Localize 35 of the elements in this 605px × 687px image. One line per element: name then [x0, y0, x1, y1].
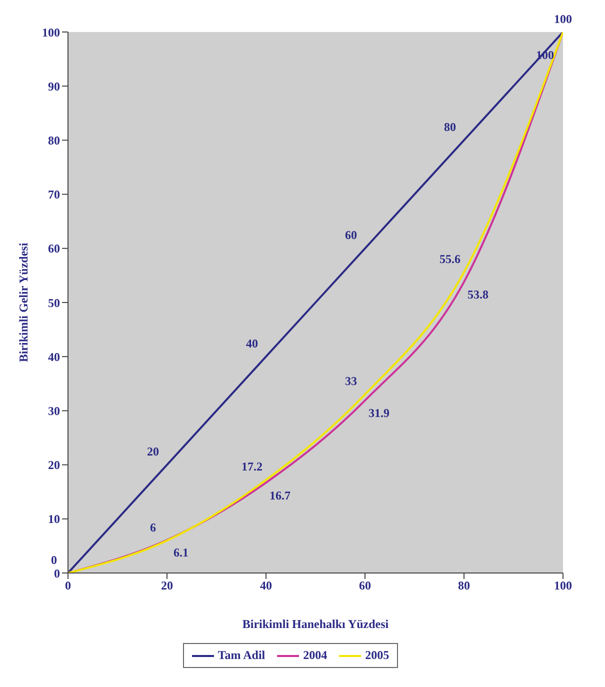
data-label: 16.7	[270, 488, 290, 502]
data-label: 40	[246, 336, 258, 350]
data-label: 53.8	[468, 288, 488, 302]
legend-label: 2004	[302, 648, 328, 663]
x-tick-label: 0	[65, 578, 71, 593]
data-label: 20	[147, 444, 159, 459]
y-tick-label: 0	[54, 566, 60, 580]
y-axis-title: Birikimli Gelir Yüzdesi	[16, 242, 30, 362]
data-label: 17.2	[242, 460, 262, 474]
x-tick-label: 60	[359, 578, 371, 593]
y-tick-label: 70	[48, 188, 60, 202]
y-tick-label: 30	[48, 404, 60, 418]
x-tick-label: 80	[458, 578, 470, 593]
y-tick-label: 100	[42, 25, 60, 40]
data-label: 6	[150, 520, 156, 534]
legend-label: Tam Adil	[216, 648, 266, 663]
data-label: 33	[345, 374, 357, 388]
data-label: 60	[345, 228, 357, 242]
x-tick-label: 20	[161, 578, 173, 593]
y-tick-label: 40	[48, 350, 60, 364]
y-tick-label: 60	[48, 242, 60, 256]
y-tick-label: 90	[48, 79, 60, 94]
data-label: 55.6	[440, 252, 460, 266]
x-axis-title: Birikimli Hanehalkı Yüzdesi	[242, 617, 390, 631]
data-label: 100	[554, 12, 572, 26]
data-label: 80	[444, 120, 456, 134]
legend-label: 2005	[364, 648, 390, 663]
y-tick-label: 10	[48, 512, 60, 526]
x-tick-label: 100	[554, 578, 572, 593]
data-label: 31.9	[368, 406, 390, 420]
y-tick-label: 20	[48, 458, 60, 472]
y-tick-label: 80	[48, 133, 60, 148]
y-tick-label: 50	[48, 296, 60, 310]
x-tick-label: 40	[260, 578, 272, 593]
data-label: 6.1	[174, 546, 188, 560]
